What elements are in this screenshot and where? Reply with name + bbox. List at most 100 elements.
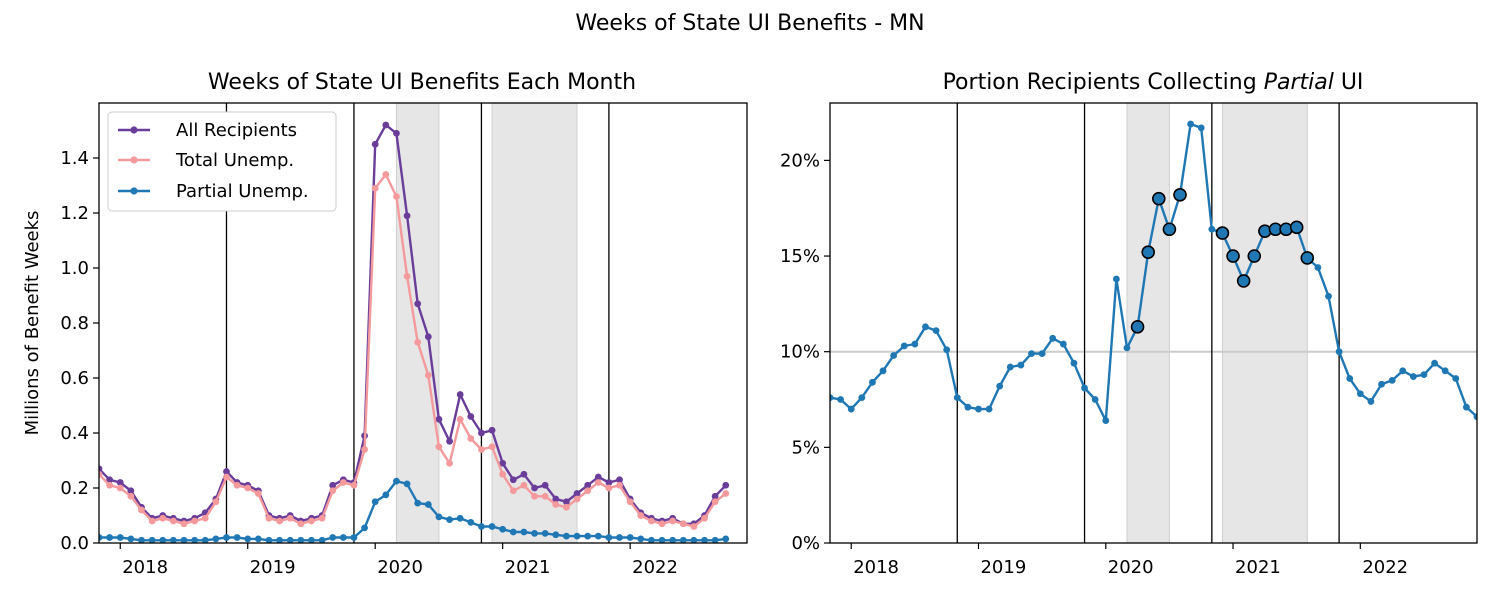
data-point [244, 535, 252, 543]
data-point [201, 514, 209, 522]
y-tick-label: 1.0 [60, 258, 89, 279]
data-point [563, 503, 570, 511]
data-point [690, 536, 698, 543]
data-point [626, 498, 634, 506]
highlighted-point [1141, 245, 1155, 260]
data-point [690, 523, 698, 530]
data-point [393, 477, 400, 485]
data-point [223, 473, 230, 481]
data-point [647, 536, 655, 543]
data-point [520, 470, 528, 478]
data-point [106, 481, 114, 489]
data-point [847, 405, 855, 413]
data-point [180, 520, 188, 528]
data-point [318, 536, 326, 543]
data-point [403, 480, 411, 488]
data-point [403, 272, 411, 280]
data-point [499, 459, 507, 467]
data-point [254, 490, 262, 497]
data-point [552, 495, 560, 503]
right-title-suffix: UI [1341, 70, 1364, 95]
x-tick-label: 2022 [1362, 557, 1408, 578]
data-point [456, 415, 464, 423]
data-point [265, 536, 273, 543]
data-point [488, 523, 496, 530]
data-point [1441, 367, 1449, 375]
y-tick-label: 1.4 [60, 148, 89, 169]
axes-frame [829, 102, 1478, 544]
right-chart-title: Portion Recipients Collecting Partial UI [943, 70, 1364, 95]
data-point [1006, 363, 1014, 371]
highlighted-point [1247, 249, 1262, 263]
data-point [658, 520, 666, 528]
data-point [393, 193, 400, 200]
x-tick-label: 2019 [980, 557, 1026, 578]
data-point [1112, 275, 1120, 283]
data-point [605, 479, 613, 486]
x-tick-label: 2019 [250, 557, 296, 578]
data-point [594, 532, 602, 540]
data-point [1462, 403, 1470, 411]
data-point [637, 535, 645, 543]
data-point [563, 498, 570, 506]
data-point [456, 391, 464, 398]
data-point [679, 520, 687, 528]
data-point [361, 446, 368, 453]
y-tick-label: 1.2 [60, 203, 89, 224]
data-point [499, 525, 507, 533]
data-point [180, 536, 188, 543]
data-point [318, 514, 326, 522]
data-point [361, 524, 368, 532]
data-point [679, 536, 687, 543]
data-point [520, 528, 528, 536]
data-point [964, 403, 972, 411]
data-point [371, 140, 379, 148]
data-point [127, 492, 135, 500]
data-point [223, 468, 230, 475]
data-point [308, 517, 315, 525]
figure-suptitle: Weeks of State UI Benefits - MN [575, 11, 924, 36]
data-point [1431, 359, 1438, 367]
data-point [626, 534, 634, 541]
data-point [890, 352, 898, 359]
highlighted-point [1300, 251, 1315, 265]
data-point [637, 512, 645, 519]
y-tick-label: 0.0 [60, 533, 89, 554]
data-point [1070, 359, 1078, 367]
data-point [669, 517, 677, 525]
data-point [169, 536, 177, 543]
data-point [584, 532, 592, 540]
data-point [985, 405, 993, 413]
data-point [1420, 371, 1428, 379]
x-tick-label: 2018 [853, 557, 899, 578]
data-point [276, 517, 283, 525]
data-point [478, 523, 485, 530]
data-point [531, 484, 538, 492]
data-point [605, 534, 613, 541]
data-point [1197, 124, 1205, 132]
x-tick-label: 2021 [505, 557, 551, 578]
right-plot-area: 2018 2019 2020 2021 2022 0% 5% 10% 15% 20% [780, 102, 1478, 578]
data-point [1187, 120, 1195, 128]
data-point [99, 465, 103, 473]
data-point [1378, 380, 1385, 388]
highlighted-point [1130, 320, 1145, 334]
legend-marker-all [130, 126, 138, 134]
data-point [932, 327, 940, 335]
highlighted-point [1236, 274, 1251, 288]
data-point [584, 487, 592, 495]
data-point [371, 498, 379, 506]
data-point [520, 481, 528, 489]
data-point [1102, 417, 1110, 424]
data-point [701, 514, 708, 522]
x-tick-label: 2020 [377, 557, 423, 578]
y-tick-label: 0.6 [60, 368, 89, 389]
data-point [424, 333, 432, 341]
data-point [584, 481, 592, 489]
data-point [594, 479, 602, 486]
data-point [1081, 384, 1088, 392]
data-point [1367, 398, 1375, 405]
data-point [911, 340, 919, 348]
data-point [1059, 340, 1067, 348]
highlighted-point [1289, 220, 1304, 235]
